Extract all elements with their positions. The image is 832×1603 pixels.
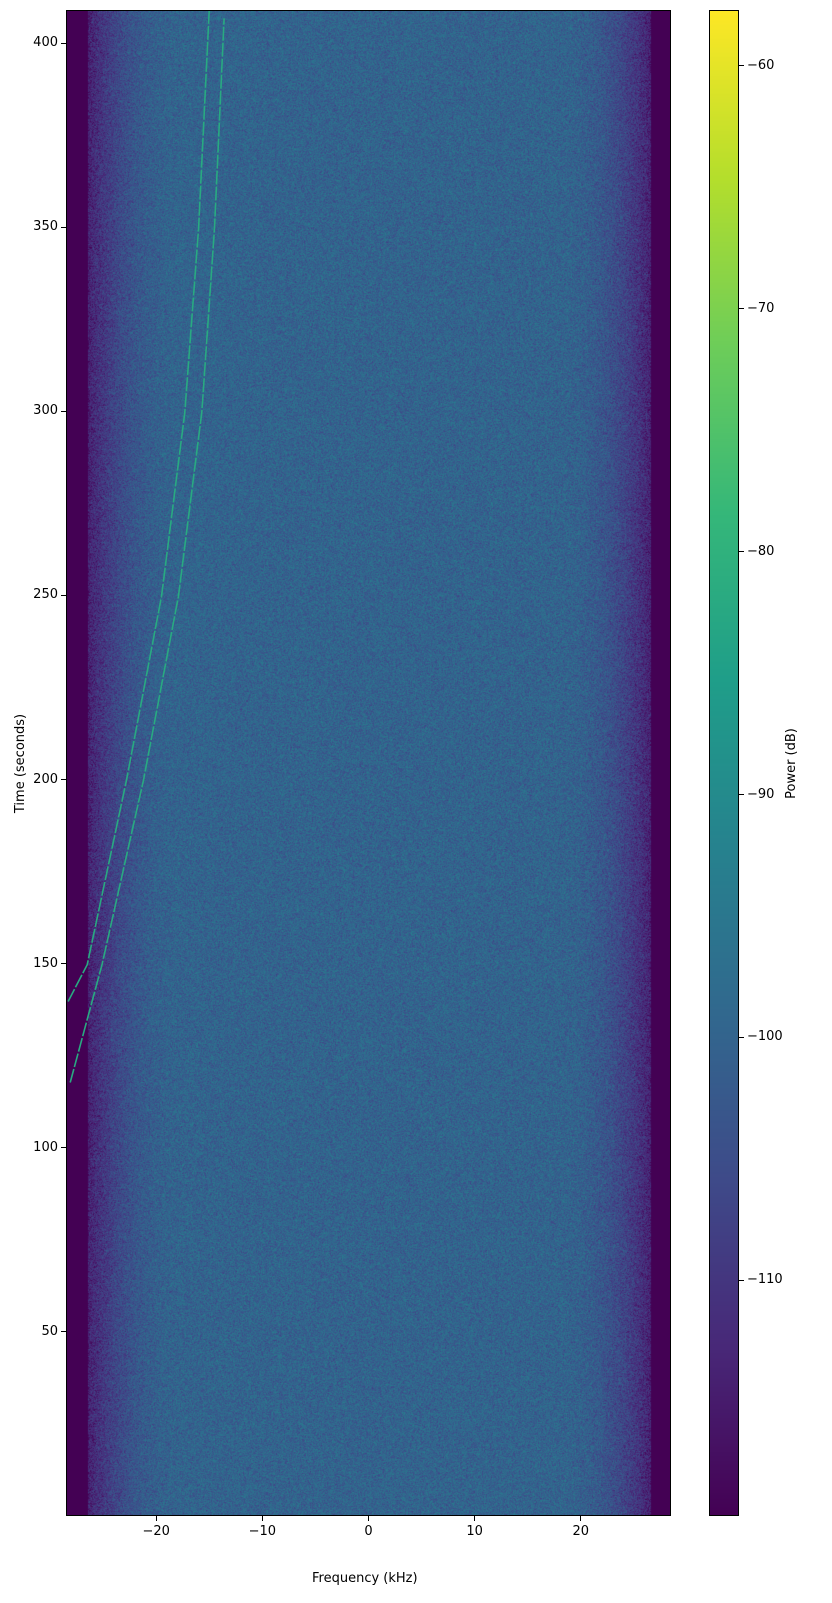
y-tick-label: 350 [33,219,58,234]
x-tick-label: −20 [136,1524,176,1539]
colorbar-tick-mark [739,551,744,552]
signal-trace-1 [68,11,209,1002]
colorbar-tick-label: −80 [747,544,774,559]
y-tick-label: 250 [33,587,58,602]
y-tick-label: 50 [41,1324,58,1339]
colorbar-tick-mark [739,1037,744,1038]
colorbar-tick-label: −100 [747,1029,783,1044]
signal-traces [67,11,671,1516]
x-tick-label: 0 [349,1524,389,1539]
y-tick-label: 400 [33,35,58,50]
y-tick-mark [61,595,66,596]
colorbar-label: Power (dB) [784,728,799,799]
y-tick-label: 300 [33,403,58,418]
x-tick-mark [580,1516,581,1521]
spectrogram-plot-area [66,10,671,1516]
colorbar-tick-mark [739,65,744,66]
y-tick-label: 100 [33,1140,58,1155]
y-tick-mark [61,43,66,44]
x-tick-label: 10 [455,1524,495,1539]
y-tick-mark [61,1147,66,1148]
x-tick-mark [156,1516,157,1521]
y-tick-mark [61,411,66,412]
x-axis-label: Frequency (kHz) [312,1571,418,1586]
colorbar [709,10,739,1516]
y-tick-label: 200 [33,772,58,787]
x-tick-label: −10 [242,1524,282,1539]
colorbar-gradient [710,11,738,1515]
y-axis-label: Time (seconds) [13,714,28,813]
colorbar-tick-mark [739,308,744,309]
colorbar-tick-label: −90 [747,787,774,802]
x-tick-mark [474,1516,475,1521]
colorbar-tick-mark [739,794,744,795]
x-tick-label: 20 [561,1524,601,1539]
colorbar-tick-label: −110 [747,1272,783,1287]
colorbar-tick-label: −70 [747,301,774,316]
y-tick-mark [61,963,66,964]
colorbar-tick-label: −60 [747,58,774,73]
y-tick-mark [61,1331,66,1332]
y-tick-mark [61,227,66,228]
colorbar-tick-mark [739,1280,744,1281]
y-tick-label: 150 [33,956,58,971]
x-tick-mark [262,1516,263,1521]
y-tick-mark [61,779,66,780]
x-tick-mark [368,1516,369,1521]
